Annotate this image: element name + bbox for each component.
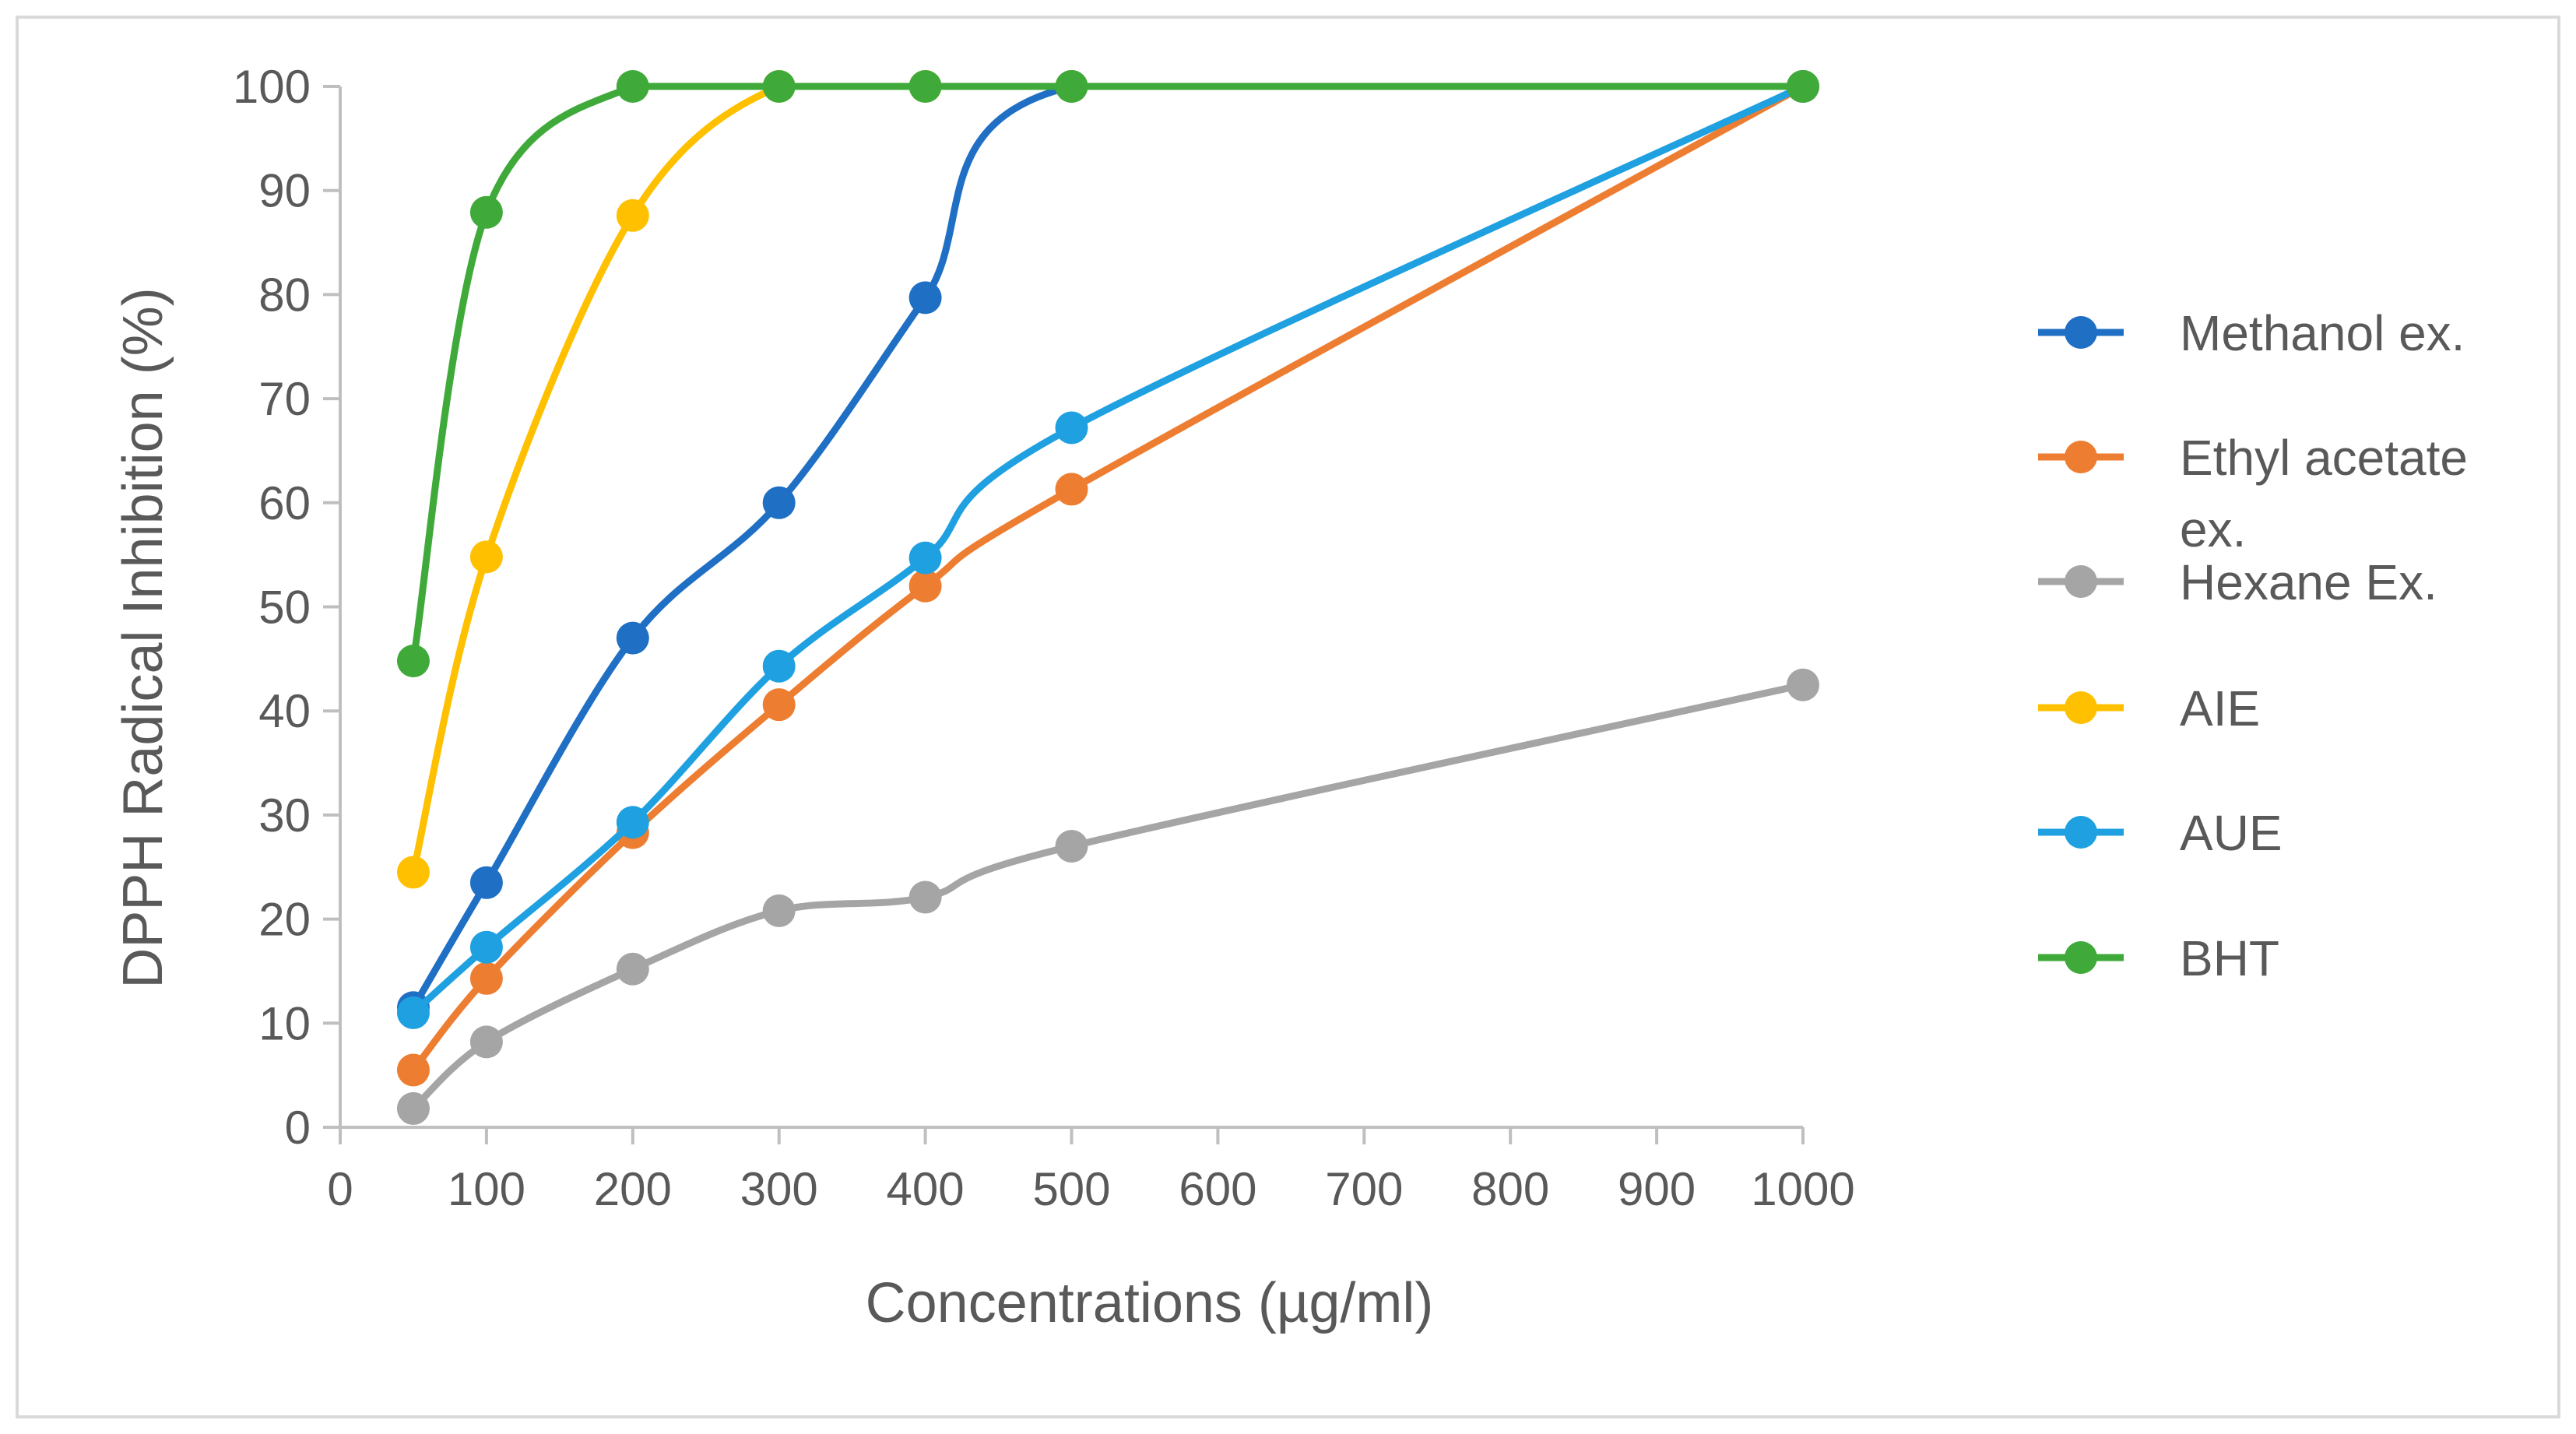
- x-tick-label: 600: [1179, 1163, 1256, 1215]
- legend-item: Ethyl acetate ex.: [2038, 430, 2468, 557]
- series-line: [409, 681, 1807, 1112]
- legend-marker: [2065, 691, 2097, 724]
- legend-item: Hexane Ex.: [2038, 554, 2437, 610]
- data-point: [1055, 473, 1088, 506]
- y-axis-title: DPPH Radical Inhibition (%): [112, 287, 174, 988]
- data-point: [908, 70, 942, 103]
- x-tick-label: 200: [594, 1163, 672, 1215]
- x-axis-title: Concentrations (µg/ml): [866, 1272, 1434, 1334]
- legend-marker: [2065, 441, 2097, 473]
- data-point: [469, 195, 503, 229]
- y-tick-label: 40: [258, 685, 311, 737]
- y-tick-label: 90: [258, 165, 311, 217]
- data-point: [1055, 411, 1088, 445]
- y-tick-label: 30: [258, 789, 311, 842]
- legend-label: AIE: [2180, 680, 2260, 736]
- legend-marker: [2065, 816, 2097, 849]
- data-point: [616, 199, 649, 232]
- x-tick-label: 300: [740, 1163, 818, 1215]
- x-tick-label: 400: [887, 1163, 965, 1215]
- series-line: [409, 83, 1807, 1017]
- data-point: [762, 486, 796, 519]
- x-tick-label: 500: [1032, 1163, 1110, 1215]
- x-tick-label: 900: [1618, 1163, 1696, 1215]
- y-tick-label: 80: [258, 269, 311, 321]
- data-point: [396, 856, 430, 889]
- data-point: [396, 1053, 430, 1087]
- legend-label: Ethyl acetate ex.: [2180, 430, 2468, 557]
- x-tick-label: 0: [327, 1163, 353, 1215]
- data-point: [908, 880, 942, 914]
- y-tick-label: 50: [258, 582, 311, 634]
- data-point: [762, 70, 796, 103]
- legend-label: AUE: [2180, 805, 2283, 861]
- y-tick-label: 60: [258, 477, 311, 529]
- series-methanol-ex: [396, 70, 1819, 1025]
- data-point: [396, 645, 430, 678]
- data-point: [469, 961, 503, 995]
- data-point: [1787, 70, 1819, 103]
- legend-marker: [2065, 565, 2097, 598]
- legend-label: BHT: [2180, 930, 2279, 986]
- series-ethyl-acetate-ex: [396, 70, 1819, 1087]
- legend-item: Methanol ex.: [2038, 305, 2465, 361]
- y-tick-label: 20: [258, 894, 311, 946]
- legend-marker: [2065, 316, 2097, 349]
- y-tick-label: 70: [258, 373, 311, 425]
- x-tick-label: 800: [1471, 1163, 1549, 1215]
- x-tick-label: 700: [1325, 1163, 1403, 1215]
- series-bht: [396, 70, 1819, 678]
- chart-frame: [16, 16, 2560, 1418]
- data-point: [469, 1025, 503, 1059]
- data-point: [762, 688, 796, 722]
- legend-marker: [2065, 941, 2097, 974]
- data-point: [396, 1091, 430, 1125]
- legend-item: BHT: [2038, 930, 2279, 986]
- y-tick-label: 0: [285, 1102, 311, 1154]
- data-point: [469, 540, 503, 574]
- legend-item: AUE: [2038, 805, 2283, 861]
- data-point: [616, 621, 649, 655]
- x-tick-label: 1000: [1751, 1163, 1854, 1215]
- series-hexane-ex: [396, 668, 1819, 1125]
- series-line: [409, 83, 1807, 1074]
- y-tick-label: 100: [233, 61, 311, 113]
- data-point: [1055, 70, 1088, 103]
- data-point: [396, 996, 430, 1029]
- legend-label: Hexane Ex.: [2180, 554, 2437, 610]
- data-point: [469, 866, 503, 899]
- data-point: [616, 806, 649, 839]
- data-point: [908, 541, 942, 575]
- series-aue: [396, 70, 1819, 1029]
- data-point: [908, 281, 942, 315]
- data-point: [1787, 668, 1819, 701]
- legend: Methanol ex. Ethyl acetate ex.Hexane Ex. AI…: [2038, 305, 2468, 986]
- data-point: [1055, 830, 1088, 863]
- data-point: [762, 894, 796, 927]
- series-line: [409, 83, 1807, 665]
- legend-label: Methanol ex.: [2180, 305, 2465, 361]
- data-point: [616, 952, 649, 986]
- y-tick-label: 10: [258, 997, 311, 1049]
- x-tick-label: 100: [448, 1163, 525, 1215]
- series-layer: [396, 70, 1819, 1125]
- data-point: [762, 649, 796, 683]
- data-point: [469, 930, 503, 964]
- data-point: [908, 569, 942, 603]
- legend-item: AIE: [2038, 680, 2260, 736]
- data-point: [616, 70, 649, 103]
